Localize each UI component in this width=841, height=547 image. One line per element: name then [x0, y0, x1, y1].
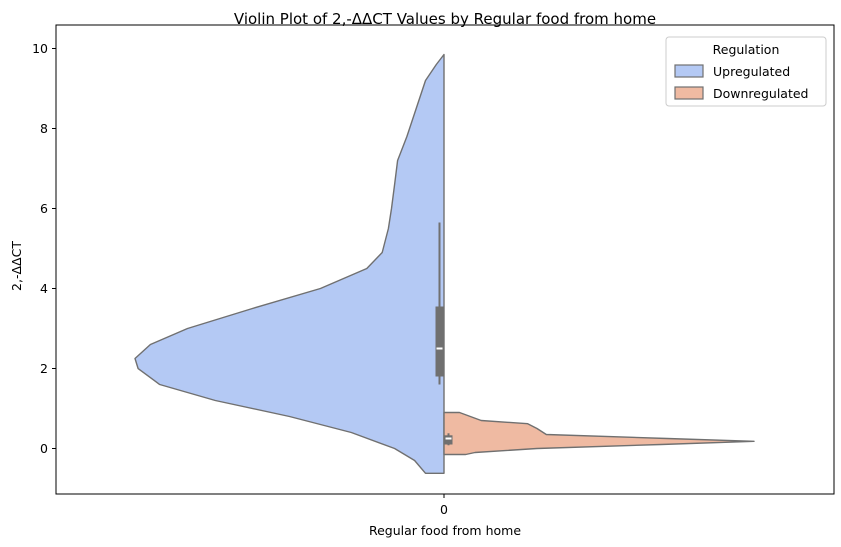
- y-tick-label-6: 6: [40, 201, 48, 216]
- legend-label-downregulated: Downregulated: [713, 86, 809, 101]
- y-tick-label-4: 4: [40, 281, 48, 296]
- violin-upregulated: [134, 53, 445, 474]
- plot-area: [134, 53, 755, 474]
- legend-swatch-downregulated: [674, 86, 704, 100]
- y-tick-label-10: 10: [32, 41, 48, 56]
- legend-swatch-upregulated: [674, 64, 704, 78]
- box-iqr-upregulated: [435, 306, 444, 377]
- legend: Regulation Upregulated Downregulated: [665, 36, 827, 107]
- box-iqr-downregulated: [444, 435, 453, 445]
- y-tick-label-0: 0: [40, 441, 48, 456]
- x-axis-label: Regular food from home: [369, 523, 521, 538]
- y-axis-label: 2,-ΔΔCT: [9, 241, 24, 291]
- legend-frame: [665, 36, 827, 107]
- chart-title: Violin Plot of 2,-ΔΔCT Values by Regular…: [234, 10, 656, 28]
- y-tick-label-8: 8: [40, 121, 48, 136]
- plot-frame: [55, 24, 835, 495]
- x-tick-label-0: 0: [440, 502, 448, 517]
- legend-title: Regulation: [713, 42, 780, 57]
- violin-downregulated: [443, 411, 755, 456]
- legend-label-upregulated: Upregulated: [713, 64, 790, 79]
- axes: 0 2 4 6 8 10 0: [32, 41, 448, 517]
- y-tick-label-2: 2: [40, 361, 48, 376]
